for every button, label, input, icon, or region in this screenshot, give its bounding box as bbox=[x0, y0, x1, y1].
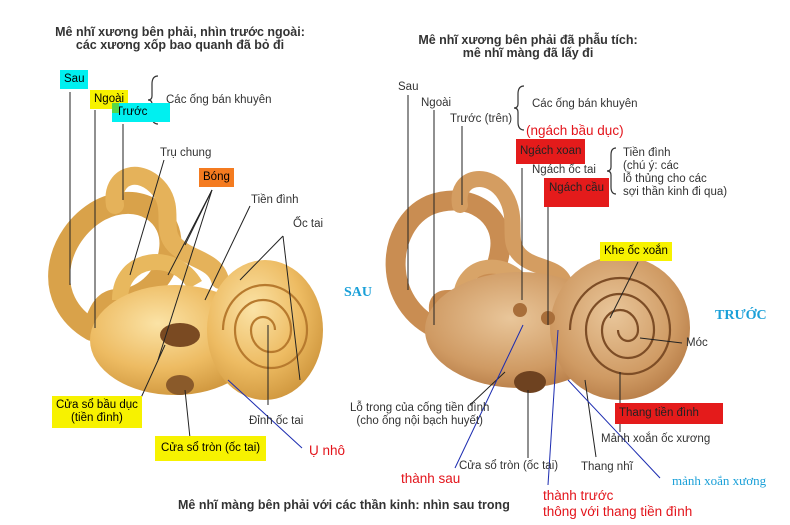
cua-so-bau-duc-line2: (tiền đình) bbox=[71, 412, 123, 424]
label-truoc-left: Trước bbox=[112, 103, 170, 122]
label-tien-dinh-left: Tiền đình bbox=[251, 194, 299, 206]
tien-dinh-line3: lỗ thủng cho các bbox=[623, 173, 707, 185]
right-title-line1: Mê nhĩ xương bên phải đã phẫu tích: bbox=[418, 33, 638, 47]
label-cua-so-bau-duc: Cửa sổ bầu dục (tiền đình) bbox=[52, 396, 142, 428]
label-sau-left: Sau bbox=[60, 70, 89, 89]
color-marker bbox=[112, 103, 119, 113]
tien-dinh-line1: Tiền đình bbox=[623, 147, 671, 159]
cochlea-spiral-left bbox=[221, 283, 309, 370]
label-thang-nhi: Thang nhĩ bbox=[581, 461, 633, 473]
label-cua-so-tron-right: Cửa sổ tròn (ốc tai) bbox=[459, 460, 559, 472]
lateral-canal bbox=[112, 254, 202, 301]
label-truoc-tren: Trước (trên) bbox=[450, 113, 513, 125]
cua-so-bau-duc-line1: Cửa sổ bầu dục bbox=[56, 399, 138, 411]
left-title-line2: các xương xốp bao quanh đã bỏ đi bbox=[75, 38, 285, 52]
label-thang-tien-dinh: Thang tiền đình bbox=[615, 403, 723, 424]
right-title: Mê nhĩ xương bên phải đã phẫu tích: mê n… bbox=[398, 34, 658, 60]
label-sau-right: Sau bbox=[398, 81, 419, 93]
round-window-r bbox=[514, 371, 546, 393]
right-bony-labyrinth bbox=[385, 171, 690, 400]
label-tien-dinh-right: Tiền đình (chú ý: các lỗ thủng cho các s… bbox=[623, 147, 727, 199]
bottom-caption: Mê nhĩ màng bên phải với các thần kinh: … bbox=[178, 498, 510, 512]
side-label-truoc: TRƯỚC bbox=[715, 308, 767, 323]
oval-window bbox=[160, 323, 200, 347]
tien-dinh-line4: sợi thần kinh đi qua) bbox=[623, 186, 728, 198]
side-label-sau: SAU bbox=[344, 285, 373, 300]
thanh-truoc-line1: thành trước bbox=[543, 488, 614, 503]
label-u-nho: Ụ nhô bbox=[309, 443, 346, 458]
round-window bbox=[166, 375, 194, 395]
label-ngach-xoan: Ngách xoan bbox=[516, 139, 586, 164]
label-ngach-oc-tai: Ngách ốc tai bbox=[532, 164, 596, 176]
brace-tien-dinh bbox=[606, 147, 617, 195]
anterior-canal bbox=[105, 166, 229, 289]
label-bong: Bóng bbox=[199, 168, 234, 187]
annotation-thanh-sau: thành sau bbox=[401, 471, 461, 486]
label-oc-tai: Ốc tai bbox=[293, 218, 324, 230]
label-moc: Móc bbox=[686, 337, 708, 349]
lo-trong-line2: (cho ống nội bạch huyết) bbox=[356, 415, 483, 427]
tien-dinh-line2: (chú ý: các bbox=[623, 160, 679, 172]
label-khe-oc-xoan: Khe ốc xoắn bbox=[600, 242, 672, 261]
elliptical-recess bbox=[513, 303, 527, 317]
u-nho-pointer bbox=[227, 379, 303, 449]
left-bony-labyrinth bbox=[48, 166, 323, 400]
label-dinh-oc-tai: Đỉnh ốc tai bbox=[249, 415, 304, 427]
blue-pointers bbox=[454, 324, 661, 486]
thanh-truoc-line2: thông với thang tiền đình bbox=[543, 504, 693, 519]
annotation-thanh-truoc: thành trước thông với thang tiền đình bbox=[543, 488, 692, 520]
label-semicircular-right: Các ống bán khuyên bbox=[532, 98, 638, 110]
brace-right bbox=[513, 85, 525, 131]
cochlea-left bbox=[207, 260, 323, 400]
cochlea-spiral-right bbox=[568, 276, 672, 376]
right-title-line2: mê nhĩ màng đã lấy đi bbox=[462, 46, 594, 60]
label-cua-so-tron-left: Cửa sổ tròn (ốc tai) bbox=[155, 436, 267, 461]
label-ngoai-right: Ngoài bbox=[421, 97, 452, 109]
annotation-manh-xoan-xuong: mảnh xoắn xương bbox=[672, 473, 767, 488]
label-ngach-cau: Ngách cầu bbox=[544, 178, 609, 207]
label-ngach-bau-duc: (ngách bầu dục) bbox=[526, 123, 624, 138]
left-title-line1: Mê nhĩ xương bên phải, nhìn trước ngoài: bbox=[55, 25, 305, 39]
label-tru-chung: Trụ chung bbox=[160, 147, 212, 159]
label-manh-xoan-oc-xuong: Mảnh xoắn ốc xương bbox=[601, 433, 711, 445]
label-lo-trong: Lỗ trong của cống tiền đình (cho ống nội… bbox=[350, 402, 489, 428]
anterior-canal-r bbox=[451, 171, 573, 293]
leader-lines-left bbox=[69, 92, 301, 439]
label-semicircular-left: Các ống bán khuyên bbox=[166, 94, 272, 106]
left-title: Mê nhĩ xương bên phải, nhìn trước ngoài:… bbox=[40, 26, 320, 52]
lo-trong-line1: Lỗ trong của cống tiền đình bbox=[350, 402, 490, 414]
